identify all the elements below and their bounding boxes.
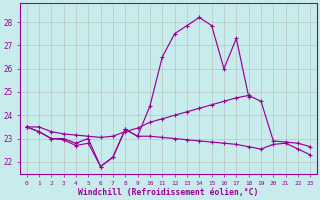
- X-axis label: Windchill (Refroidissement éolien,°C): Windchill (Refroidissement éolien,°C): [78, 188, 259, 197]
